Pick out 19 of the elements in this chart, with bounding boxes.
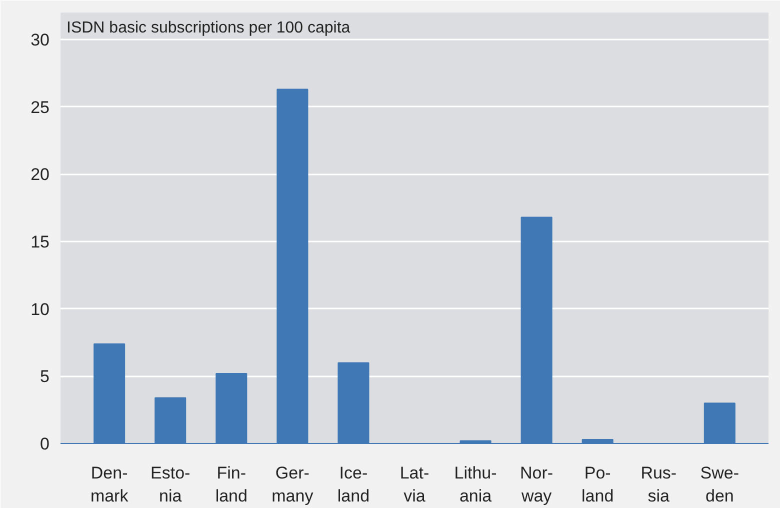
- x-tick-label: Swe- den: [700, 464, 740, 506]
- y-tick-label: 20: [30, 165, 50, 184]
- x-tick-label: Den- mark: [90, 464, 129, 506]
- x-tick-label: Nor- way: [520, 464, 554, 506]
- x-tick-label: Lat- via: [400, 464, 430, 506]
- chart-title: ISDN basic subscriptions per 100 capita: [66, 20, 350, 36]
- x-tick-label: Ice- land: [337, 464, 370, 506]
- x-tick-label: Lithu- ania: [454, 464, 497, 506]
- y-tick-label: 25: [30, 98, 50, 117]
- y-tick-label: 0: [40, 434, 50, 454]
- y-tick-label: 10: [30, 300, 50, 319]
- x-tick-label: Ger- many: [272, 464, 314, 506]
- y-tick-label: 15: [30, 232, 50, 252]
- x-tick-label: Fin- land: [215, 464, 248, 506]
- x-tick-label: Esto- nia: [150, 464, 190, 506]
- y-tick-label: 30: [30, 30, 50, 50]
- x-tick-label: Rus- sia: [640, 464, 677, 506]
- y-tick-label: 5: [40, 367, 50, 386]
- x-tick-label: Po- land: [582, 464, 614, 506]
